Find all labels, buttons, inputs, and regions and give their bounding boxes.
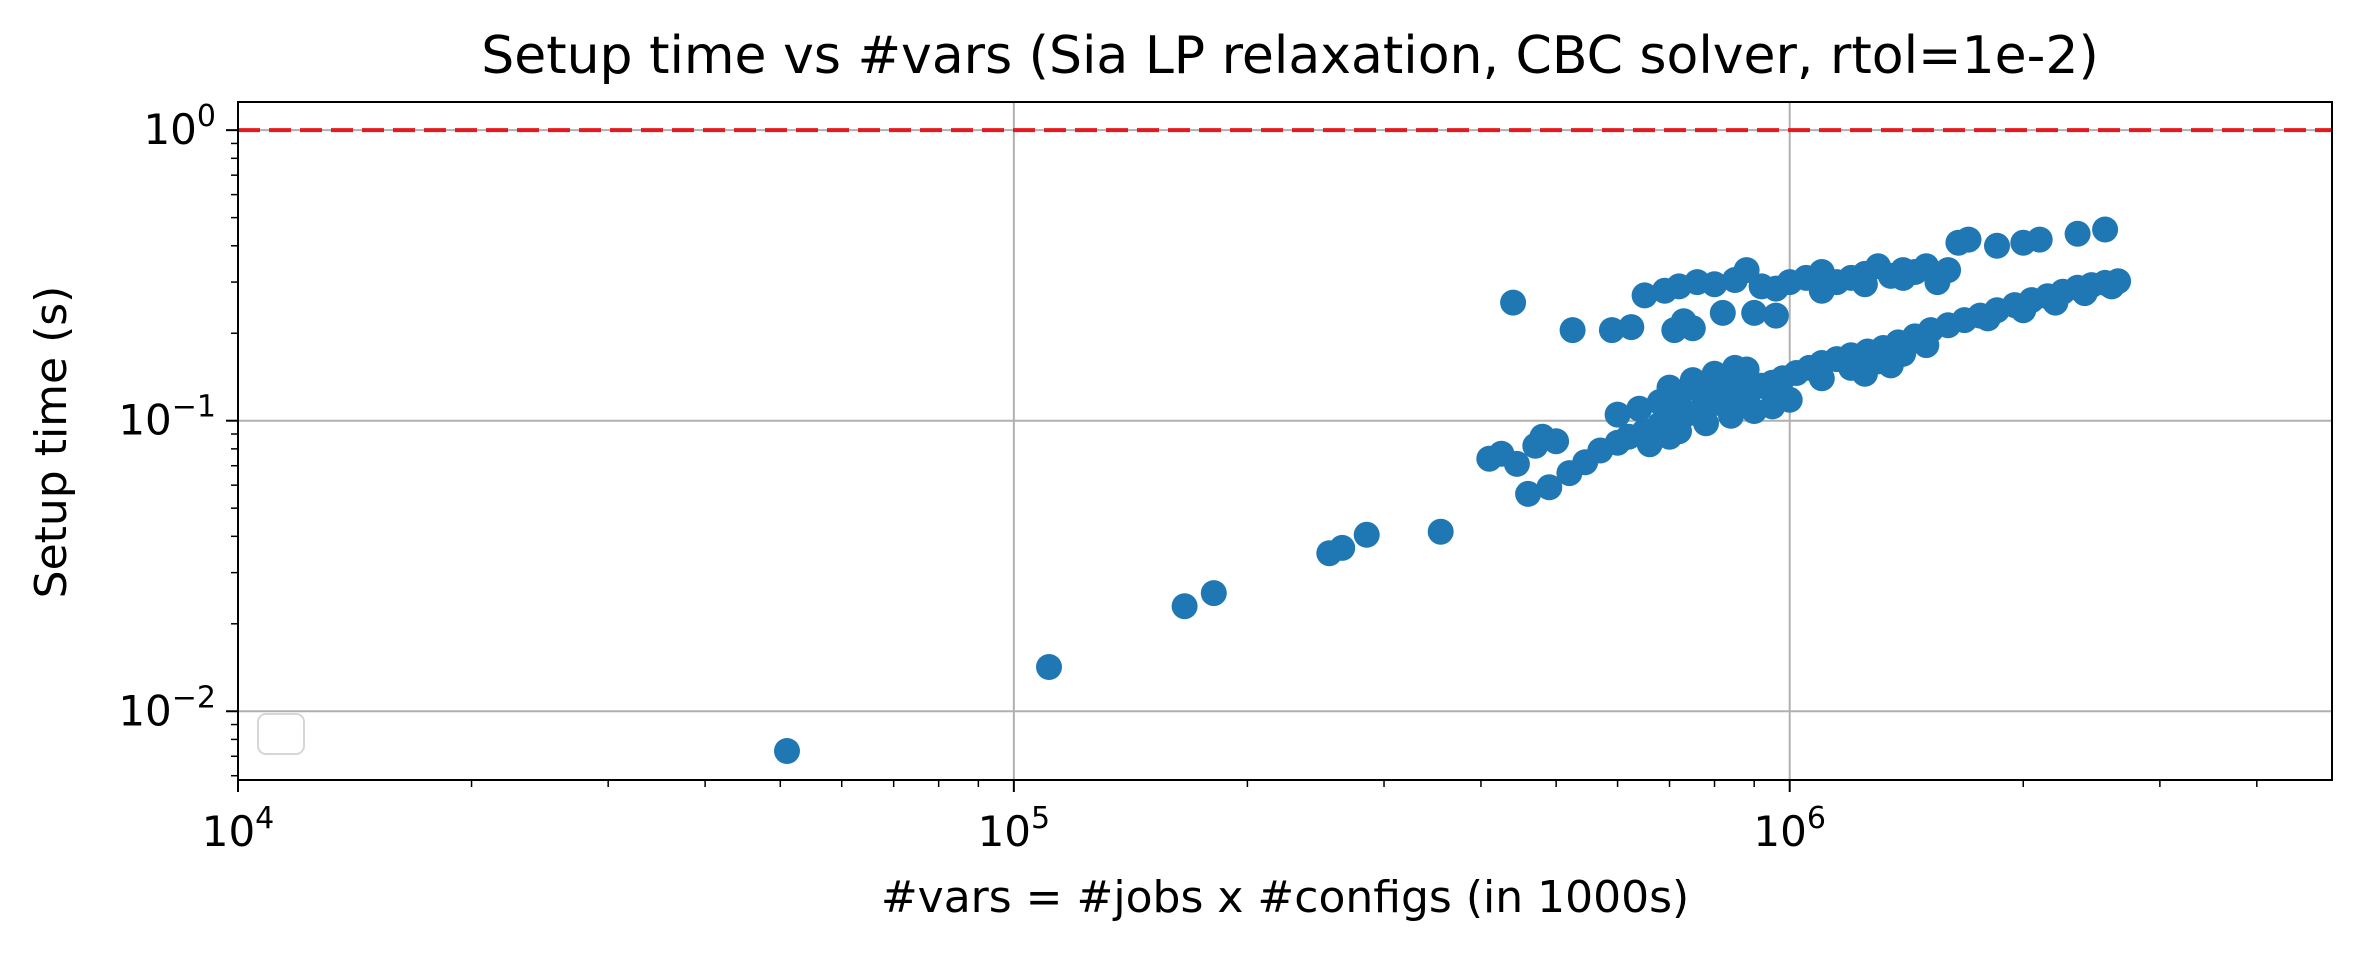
data-point bbox=[2098, 273, 2125, 300]
x-tick-label: 104 bbox=[202, 801, 275, 856]
data-point bbox=[1955, 226, 1982, 253]
data-point bbox=[1200, 580, 1227, 607]
data-point bbox=[1741, 299, 1768, 326]
data-point bbox=[1808, 277, 1835, 304]
y-tick-label: 10−2 bbox=[118, 680, 216, 735]
data-point bbox=[1636, 431, 1663, 458]
data-point bbox=[1631, 282, 1658, 309]
data-point bbox=[1693, 410, 1719, 437]
data-point bbox=[2064, 220, 2091, 247]
data-point bbox=[1974, 305, 2001, 332]
x-tick-label: 105 bbox=[978, 801, 1051, 856]
data-point bbox=[1984, 232, 2010, 259]
data-point bbox=[1679, 367, 1706, 394]
data-point bbox=[1762, 302, 1789, 329]
data-point bbox=[1626, 395, 1653, 422]
data-point bbox=[1890, 264, 1917, 291]
data-point bbox=[2042, 289, 2069, 316]
data-point bbox=[1718, 402, 1744, 429]
data-point bbox=[1851, 360, 1878, 387]
data-point bbox=[1877, 352, 1904, 379]
y-tick-label: 100 bbox=[143, 99, 216, 154]
data-point bbox=[1329, 534, 1356, 561]
axis-ticks: 104 105 106 100 10−1 10−2 bbox=[118, 99, 2258, 856]
data-points bbox=[774, 216, 2132, 764]
data-point bbox=[1598, 317, 1625, 344]
data-point bbox=[1618, 314, 1645, 341]
chart-title: Setup time vs #vars (Sia LP relaxation, … bbox=[481, 26, 2099, 86]
data-point bbox=[1776, 386, 1803, 413]
data-point bbox=[1701, 271, 1728, 298]
data-point bbox=[1500, 289, 1527, 316]
data-point bbox=[1036, 654, 1062, 680]
data-point bbox=[1353, 521, 1380, 548]
y-axis-label: Setup time (s) bbox=[26, 286, 77, 599]
y-tick-label: 10−1 bbox=[118, 390, 216, 445]
legend bbox=[257, 713, 305, 755]
legend-box bbox=[257, 713, 305, 755]
data-point bbox=[2092, 216, 2119, 243]
plot-frame bbox=[237, 101, 2333, 781]
data-point bbox=[2010, 297, 2037, 324]
x-tick-label: 106 bbox=[1753, 801, 1826, 856]
data-point bbox=[2071, 280, 2098, 307]
data-point bbox=[1656, 374, 1683, 401]
data-point bbox=[1171, 593, 1198, 620]
data-point bbox=[1543, 428, 1570, 455]
data-point bbox=[1935, 257, 1962, 284]
data-point bbox=[774, 738, 800, 764]
data-point bbox=[1536, 474, 1563, 501]
data-point bbox=[1503, 450, 1530, 477]
data-point bbox=[1604, 401, 1631, 428]
data-point bbox=[1701, 360, 1728, 387]
data-point bbox=[1515, 480, 1542, 507]
data-point bbox=[1559, 317, 1586, 344]
data-point bbox=[1656, 423, 1683, 450]
data-point bbox=[1808, 365, 1835, 392]
data-point bbox=[1709, 299, 1736, 326]
data-point bbox=[1851, 271, 1878, 298]
data-point bbox=[1721, 354, 1748, 381]
data-point bbox=[1427, 518, 1454, 545]
data-point bbox=[2026, 226, 2053, 253]
x-axis-label: #vars = #jobs x #configs (in 1000s) bbox=[881, 872, 1689, 923]
data-point bbox=[1670, 308, 1697, 335]
data-point bbox=[1913, 332, 1940, 359]
